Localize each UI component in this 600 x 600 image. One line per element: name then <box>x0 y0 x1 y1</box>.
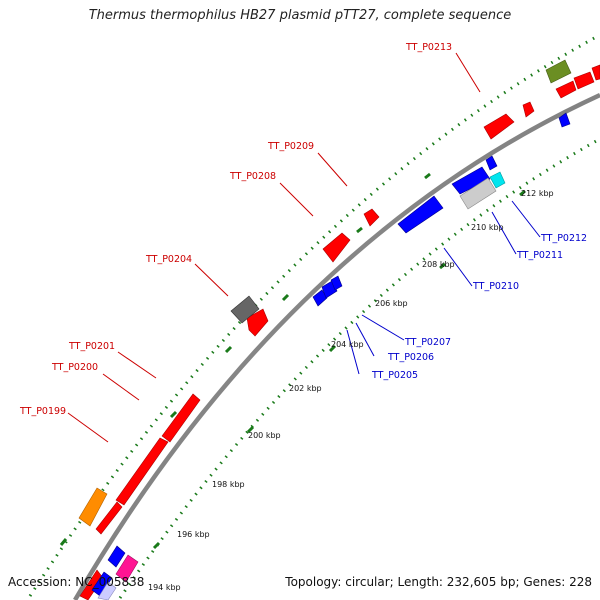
gene-cyan <box>489 171 506 189</box>
gene-TT_P0200 <box>115 437 169 506</box>
gene-TT_P0205 <box>312 289 328 307</box>
gene-small-blue-top <box>558 112 571 128</box>
gene-label-TT_P0211: TT_P0211 <box>516 250 563 261</box>
gene-blue-bottom-b <box>91 571 113 597</box>
gene-label-TT_P0213: TT_P0213 <box>405 42 452 53</box>
kbp-label-204: 204 kbp <box>331 340 364 349</box>
gene-TT_P0215 <box>573 71 595 90</box>
gene-TT_P0212a <box>483 113 515 140</box>
gene-label-TT_P0200: TT_P0200 <box>51 362 98 373</box>
gene-TT_P0201 <box>161 393 201 443</box>
kbp-label-200: 200 kbp <box>248 431 281 440</box>
gene-TT_P0203 <box>246 308 269 337</box>
gene-lavender <box>97 581 117 600</box>
accession-text: Accession: NC_005838 <box>8 575 145 589</box>
gene-olive <box>545 59 572 84</box>
kbp-label-208: 208 kbp <box>422 260 455 269</box>
gene-grey <box>230 295 260 324</box>
gene-TT_P0199 <box>95 501 123 535</box>
inner-leader-lines <box>346 200 541 375</box>
gene-label-TT_P0204: TT_P0204 <box>145 254 192 265</box>
kbp-label-212: 212 kbp <box>521 189 554 198</box>
gene-TT_P0212 <box>485 155 498 171</box>
gene-label-TT_P0207: TT_P0207 <box>404 337 451 348</box>
gene-label-TT_P0209: TT_P0209 <box>267 141 314 152</box>
gene-TT_P0214 <box>555 80 577 99</box>
gene-TT_P0210 <box>397 195 444 234</box>
inner-ring-major-ticks <box>152 189 526 550</box>
kbp-label-210: 210 kbp <box>471 223 504 232</box>
kbp-label-202: 202 kbp <box>289 384 322 393</box>
outer-tick-ring <box>28 34 599 597</box>
gene-TT_P0213 <box>522 101 535 118</box>
gene-TT_P0208 <box>322 232 351 263</box>
gene-blue-bottom-a <box>107 545 126 568</box>
kbp-label-196: 196 kbp <box>177 530 210 539</box>
gene-light-grey <box>459 177 497 210</box>
gene-TT_P0209 <box>363 208 380 227</box>
gene-label-TT_P0199: TT_P0199 <box>19 406 66 417</box>
reverse-genes <box>91 112 571 597</box>
gene-orange <box>78 487 108 527</box>
gene-TT_P0216 <box>591 64 600 81</box>
gene-TT_P0207 <box>330 275 343 291</box>
gene-pink <box>115 554 139 583</box>
kbp-label-198: 198 kbp <box>212 480 245 489</box>
forward-genes <box>79 64 600 600</box>
kbp-label-206: 206 kbp <box>375 299 408 308</box>
gene-label-TT_P0205: TT_P0205 <box>371 370 418 381</box>
gene-label-TT_P0212: TT_P0212 <box>540 233 587 244</box>
kbp-label-194: 194 kbp <box>148 583 181 592</box>
gene-label-TT_P0206: TT_P0206 <box>387 352 434 363</box>
map-title: Thermus thermophilus HB27 plasmid pTT27,… <box>88 8 512 23</box>
topology-text: Topology: circular; Length: 232,605 bp; … <box>285 575 592 589</box>
gene-label-TT_P0201: TT_P0201 <box>68 341 115 352</box>
gene-TT_P0211 <box>451 166 491 195</box>
gene-label-TT_P0208: TT_P0208 <box>229 171 276 182</box>
plasmid-backbone <box>73 92 600 600</box>
gene-label-TT_P0210: TT_P0210 <box>472 281 519 292</box>
outer-leader-lines <box>67 52 481 443</box>
